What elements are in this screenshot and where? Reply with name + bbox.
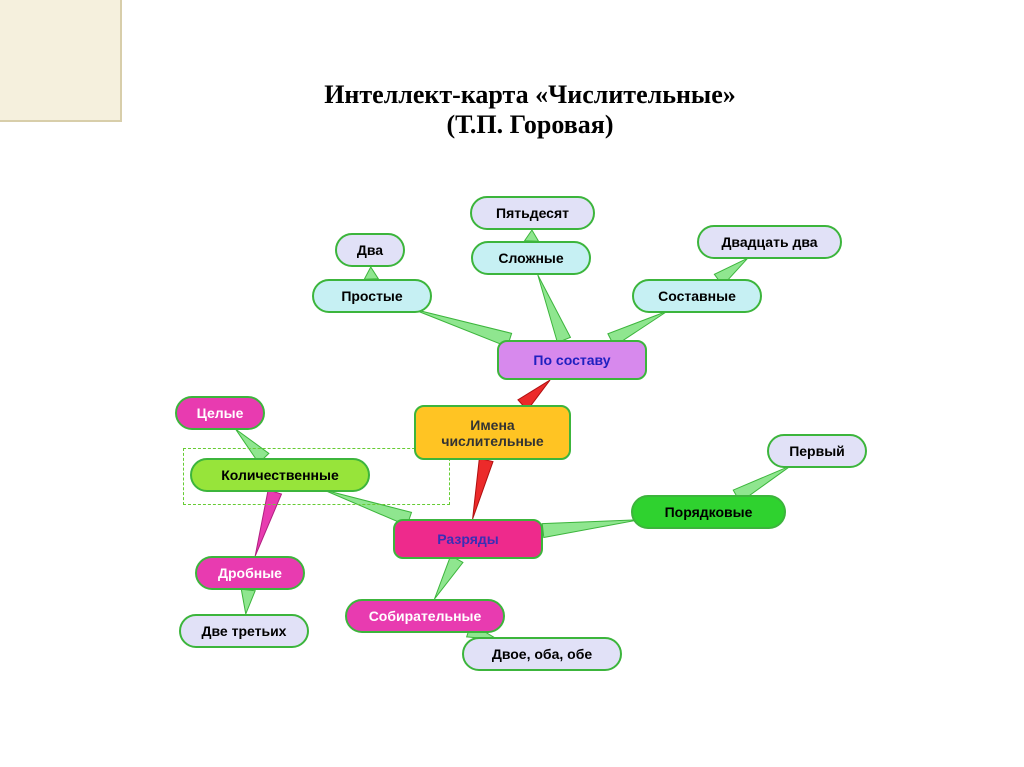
node-pyatdesyat: Пятьдесят	[470, 196, 595, 230]
node-tselie: Целые	[175, 396, 265, 430]
node-dvadtsat-dva: Двадцать два	[697, 225, 842, 259]
node-imena: Именачислительные	[414, 405, 571, 460]
node-dva: Два	[335, 233, 405, 267]
node-po-sostavu: По составу	[497, 340, 647, 380]
node-sobir: Собирательные	[345, 599, 505, 633]
node-pervyi: Первый	[767, 434, 867, 468]
node-kolich: Количественные	[190, 458, 370, 492]
mindmap-canvas: Пятьдесят Два Двадцать два Сложные Прост…	[0, 0, 1024, 767]
node-prostie: Простые	[312, 279, 432, 313]
node-sostavnie: Составные	[632, 279, 762, 313]
node-slozhnie: Сложные	[471, 241, 591, 275]
node-razryady: Разряды	[393, 519, 543, 559]
node-poryadk: Порядковые	[631, 495, 786, 529]
node-dve-tretikh: Две третьих	[179, 614, 309, 648]
node-drobnie: Дробные	[195, 556, 305, 590]
node-dvoe-oba: Двое, оба, обе	[462, 637, 622, 671]
